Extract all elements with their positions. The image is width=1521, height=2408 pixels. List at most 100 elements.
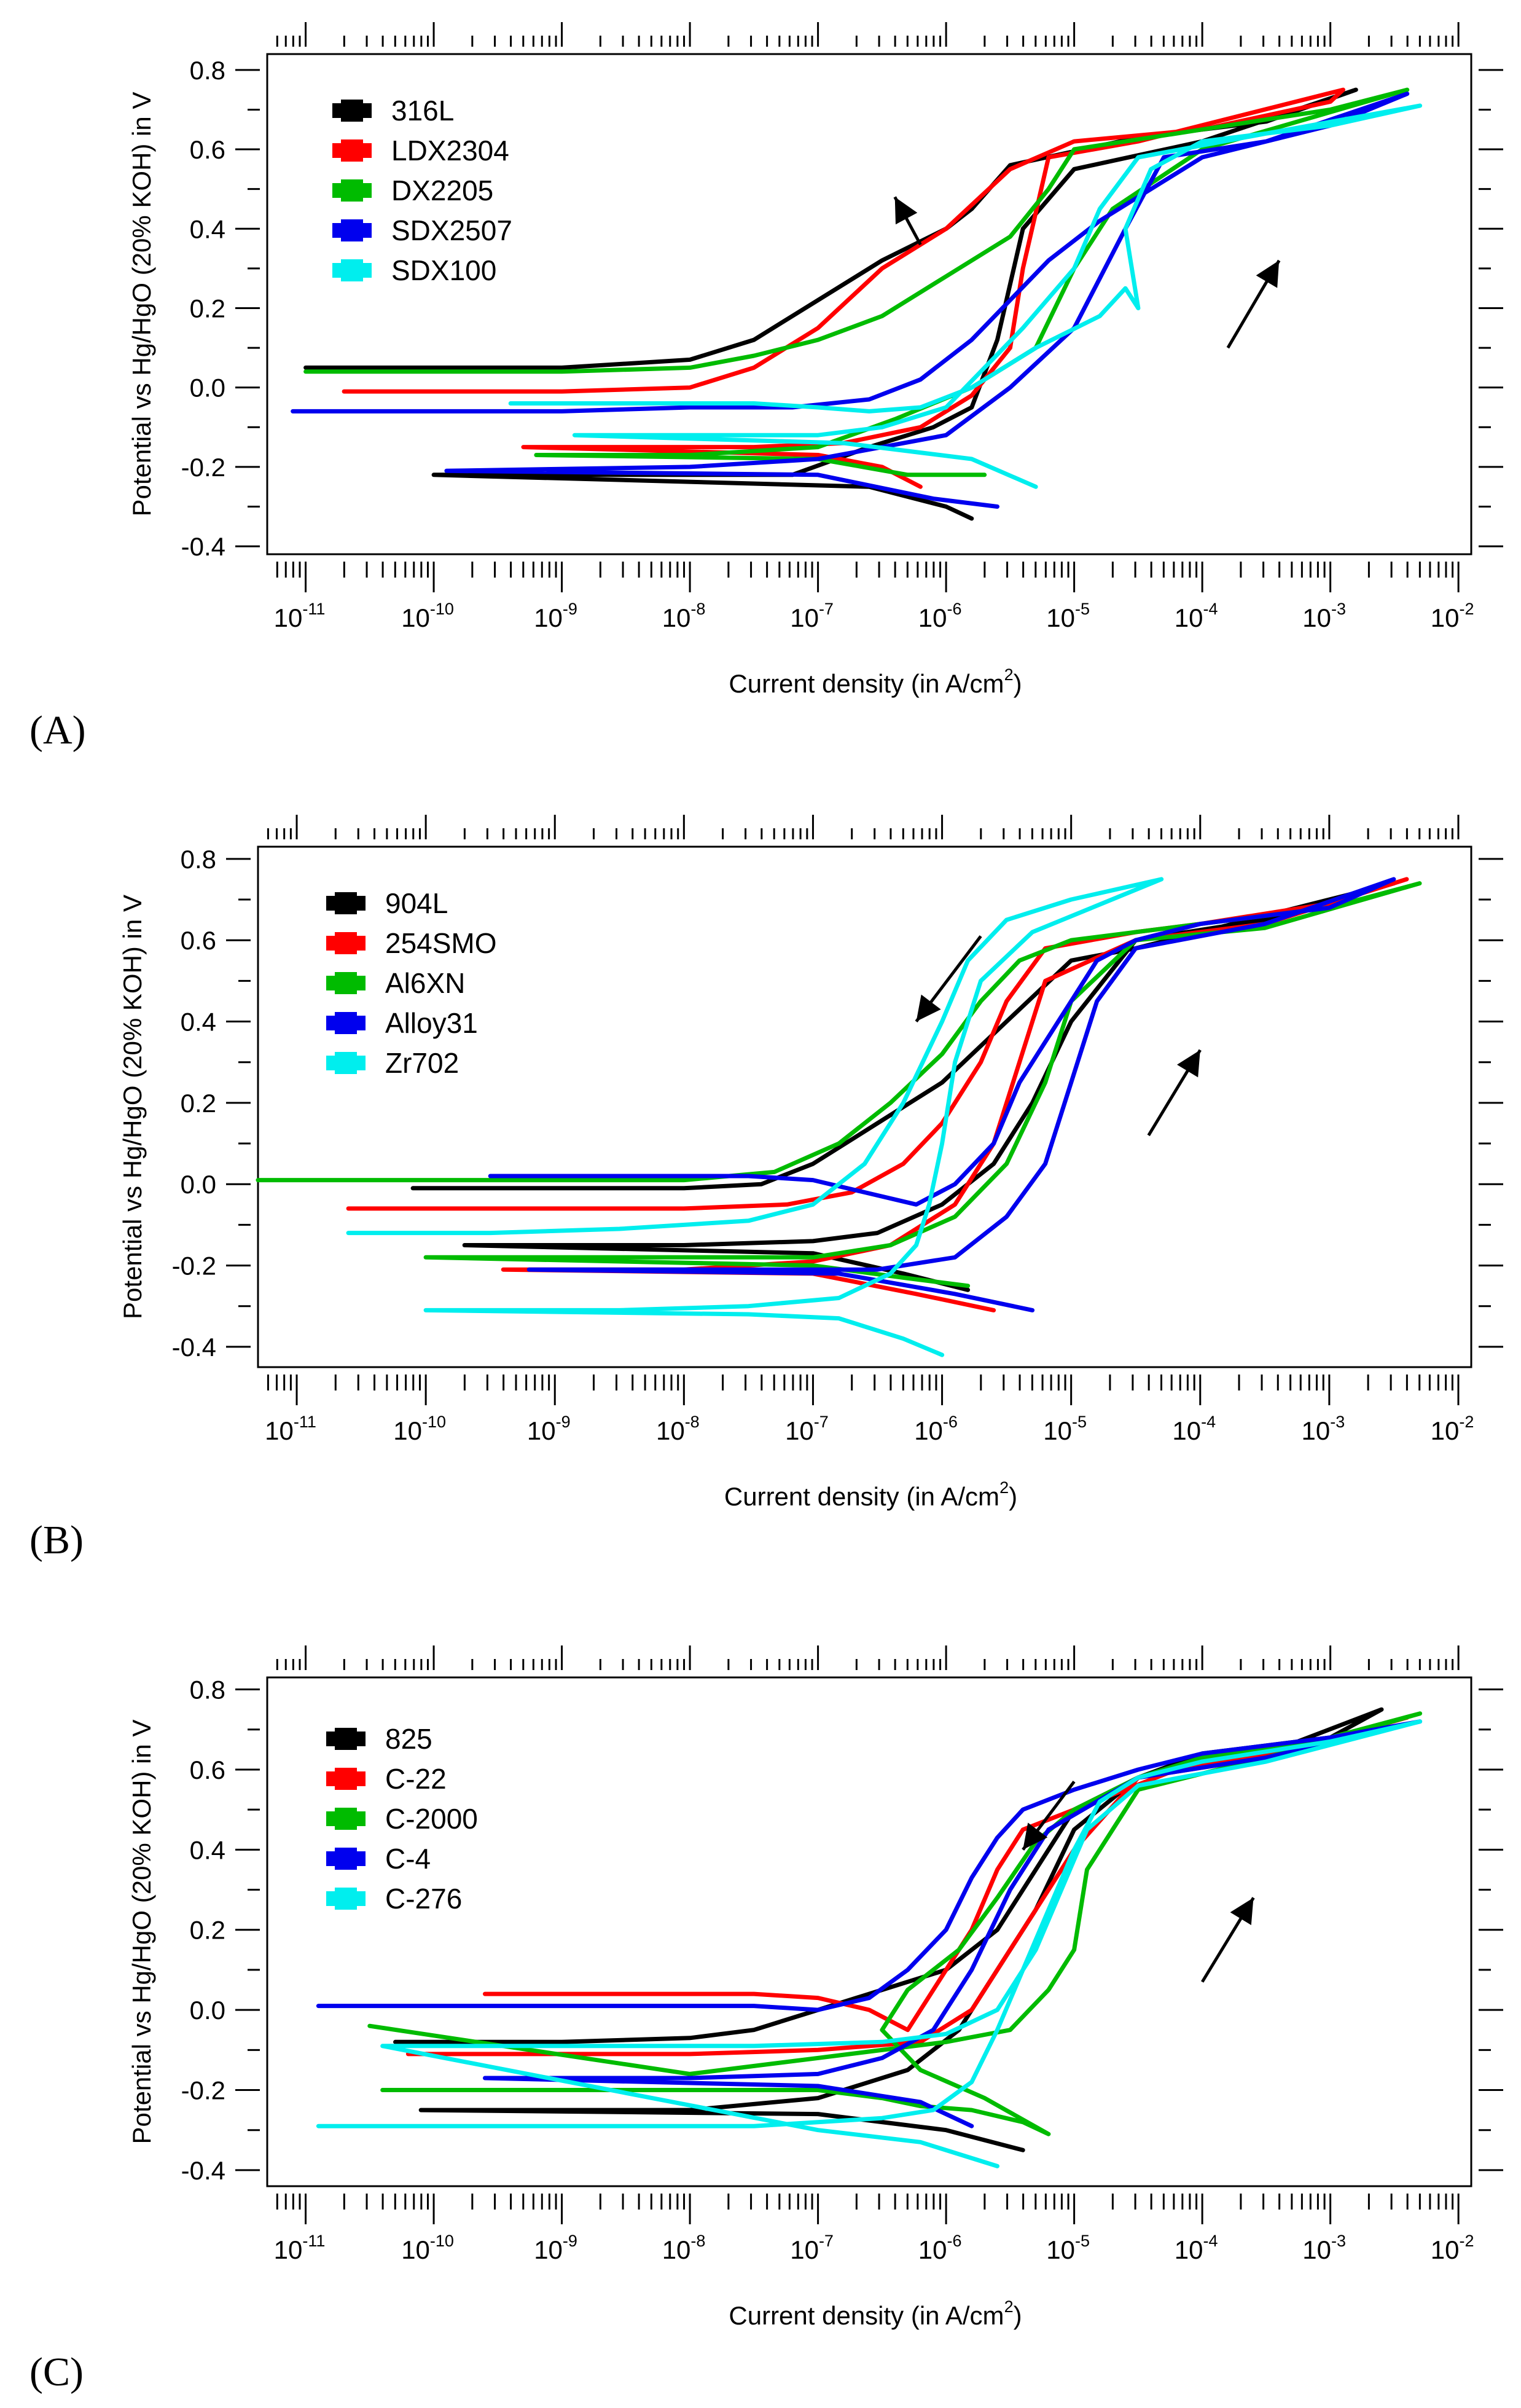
x-tick-label: 10-6 — [914, 1413, 958, 1445]
x-tick-label: 10-9 — [534, 2232, 577, 2264]
panel-tag: (A) — [29, 708, 86, 753]
legend-line-c-276 — [326, 1891, 366, 1906]
legend-label-al6xn: Al6XN — [385, 967, 465, 999]
arrow-head — [1256, 260, 1280, 288]
y-tick-label: 0.0 — [190, 1996, 225, 2025]
y-tick-label: 0.4 — [190, 214, 225, 243]
y-tick-label: 0.8 — [190, 56, 225, 85]
legend-label-c-22: C-22 — [385, 1763, 447, 1795]
legend-label-dx2205: DX2205 — [391, 175, 493, 206]
legend-line-c-2000 — [326, 1811, 366, 1826]
series-line-al6xn — [256, 881, 1422, 1288]
y-axis-label: Potential vs Hg/HgO (20% KOH) in V — [127, 92, 156, 517]
series-line-c-4 — [316, 1719, 1423, 2128]
legend-label-sdx100: SDX100 — [391, 254, 496, 286]
legend-line-al6xn — [326, 976, 366, 990]
y-tick-label: -0.4 — [172, 1333, 216, 1362]
series-line-zr702 — [346, 877, 1164, 1357]
x-tick-label: 10-2 — [1431, 600, 1474, 632]
plot-frame-1 — [257, 845, 1472, 1368]
legend-label-c-276: C-276 — [385, 1883, 462, 1915]
x-tick-label: 10-9 — [527, 1413, 571, 1445]
series-line-alloy31 — [488, 877, 1396, 1312]
legend-line-dx2205 — [332, 183, 372, 198]
x-tick-label: 10-4 — [1175, 2232, 1218, 2264]
x-tick-label: 10-11 — [265, 1413, 316, 1445]
series-line-sdx100 — [508, 103, 1423, 489]
x-tick-label: 10-2 — [1431, 1413, 1474, 1445]
y-axis-label: Potential vs Hg/HgO (20% KOH) in V — [127, 1720, 156, 2144]
legend-line-sdx2507 — [332, 223, 372, 238]
x-tick-label: 10-11 — [274, 2232, 326, 2264]
legend-line-254smo — [326, 936, 366, 951]
x-tick-label: 10-7 — [790, 600, 834, 632]
x-tick-label: 10-10 — [401, 2232, 454, 2264]
x-tick-label: 10-7 — [785, 1413, 829, 1445]
x-tick-label: 10-10 — [401, 600, 454, 632]
chart-panel-c: 10-11 10-10 10-9 10-8 10-7 10-6 10-5 10-4 10-3 10… — [29, 1645, 1503, 2394]
y-tick-label: -0.2 — [181, 453, 225, 482]
x-tick-label: 10-8 — [656, 1413, 700, 1445]
y-tick-label: 0.6 — [181, 926, 216, 955]
y-tick-label: 0.8 — [181, 845, 216, 874]
legend-label-c-4: C-4 — [385, 1843, 431, 1875]
panel-tag: (B) — [29, 1518, 84, 1563]
x-tick-label: 10-3 — [1302, 2232, 1346, 2264]
x-tick-label: 10-10 — [393, 1413, 446, 1445]
y-tick-label: 0.6 — [190, 1755, 225, 1784]
legend-label-zr702: Zr702 — [385, 1047, 459, 1079]
x-tick-label: 10-5 — [1046, 600, 1090, 632]
x-tick-label: 10-4 — [1175, 600, 1218, 632]
x-tick-label: 10-11 — [274, 600, 326, 632]
legend-label-904l: 904L — [385, 887, 448, 919]
y-tick-label: 0.6 — [190, 135, 225, 164]
y-tick-label: -0.4 — [181, 532, 225, 561]
x-tick-label: 10-3 — [1302, 600, 1346, 632]
series-line-c-276 — [316, 1719, 1423, 2168]
y-tick-label: -0.4 — [181, 2156, 225, 2185]
arrow-head — [916, 994, 941, 1022]
series-line-c-22 — [405, 1715, 1410, 2057]
y-axis-label: Potential vs Hg/HgO (20% KOH) in V — [118, 895, 147, 1319]
y-tick-label: 0.2 — [190, 1916, 225, 1945]
legend-line-316l — [332, 103, 372, 118]
y-tick-label: 0.4 — [190, 1835, 225, 1864]
arrow-head — [1230, 1897, 1254, 1926]
x-tick-label: 10-8 — [662, 600, 706, 632]
legend-line-alloy31 — [326, 1016, 366, 1030]
legend-line-904l — [326, 896, 366, 911]
legend-label-825: 825 — [385, 1723, 432, 1755]
legend-line-ldx2304 — [332, 143, 372, 158]
legend-line-sdx100 — [332, 263, 372, 278]
x-tick-label: 10-2 — [1431, 2232, 1474, 2264]
arrow-head — [894, 197, 918, 225]
y-tick-label: 0.4 — [181, 1008, 216, 1037]
legend-line-c-4 — [326, 1851, 366, 1866]
x-tick-label: 10-3 — [1302, 1413, 1345, 1445]
y-tick-label: 0.0 — [181, 1170, 216, 1199]
x-tick-label: 10-6 — [918, 2232, 962, 2264]
legend-label-alloy31: Alloy31 — [385, 1007, 478, 1039]
plot-frame-2 — [266, 1676, 1472, 2187]
y-tick-label: 0.8 — [190, 1676, 225, 1704]
chart-panel-a: 10-11 10-10 10-9 10-8 10-7 10-6 10-5 10-4 10-3 10… — [29, 22, 1503, 753]
x-tick-label: 10-7 — [790, 2232, 834, 2264]
chart-panel-b: 10-11 10-10 10-9 10-8 10-7 10-6 10-5 10-4 10-3 10… — [29, 815, 1503, 1563]
series-line-ldx2304 — [342, 87, 1345, 489]
x-tick-label: 10-6 — [918, 600, 962, 632]
legend-label-254smo: 254SMO — [385, 927, 497, 959]
x-axis-label: Current density (in A/cm2) — [724, 1478, 1017, 1511]
x-axis-label: Current density (in A/cm2) — [729, 2297, 1022, 2330]
x-tick-label: 10-9 — [534, 600, 577, 632]
y-tick-label: -0.2 — [181, 2076, 225, 2105]
x-axis-label: Current density (in A/cm2) — [729, 665, 1022, 698]
legend-line-zr702 — [326, 1056, 366, 1070]
y-tick-label: -0.2 — [172, 1252, 216, 1280]
x-tick-label: 10-5 — [1046, 2232, 1090, 2264]
series-line-254smo — [346, 877, 1409, 1312]
y-tick-label: 0.2 — [181, 1089, 216, 1118]
series-line-dx2205 — [303, 87, 1410, 477]
x-tick-label: 10-8 — [662, 2232, 706, 2264]
x-tick-label: 10-5 — [1043, 1413, 1087, 1445]
